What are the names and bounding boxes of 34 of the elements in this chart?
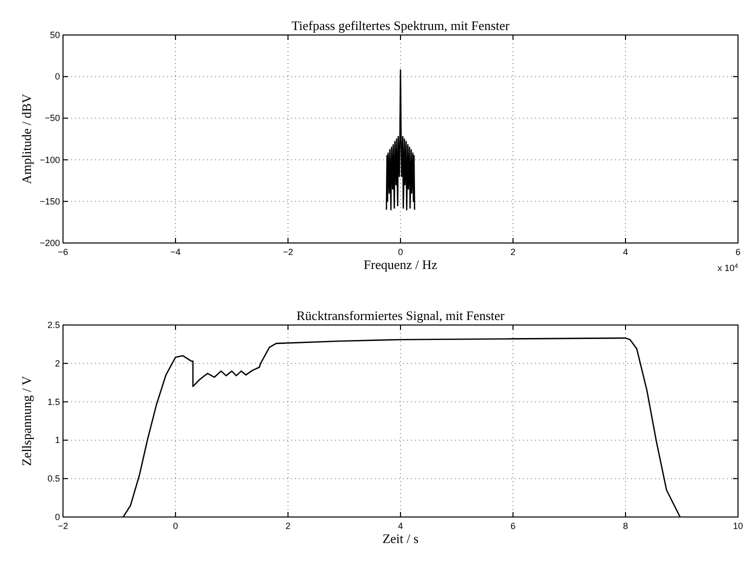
- x-axis-title: Zeit / s: [382, 531, 419, 546]
- y-tick-label: 0: [54, 72, 60, 82]
- y-tick-label: 0: [54, 512, 60, 522]
- x-axis-title: Frequenz / Hz: [364, 257, 438, 272]
- y-tick-label: −150: [40, 196, 60, 206]
- y-tick-label: −200: [40, 238, 60, 248]
- x-tick-label: −2: [58, 521, 68, 531]
- y-tick-label: 2: [54, 358, 60, 368]
- text: x 10$^{4}$: [717, 262, 738, 273]
- y-tick-label: 2.5: [47, 320, 60, 330]
- line-series: [386, 69, 416, 210]
- y-tick-label: 0.5: [47, 474, 60, 484]
- y-tick-label: 50: [50, 30, 60, 40]
- x-tick-label: 2: [285, 521, 291, 531]
- y-axis-title: Amplitude / dBV: [19, 93, 34, 184]
- chart-title: Tiefpass gefiltertes Spektrum, mit Fenster: [292, 18, 510, 33]
- x-tick-label: 0: [398, 247, 404, 257]
- x-tick-label: 2: [510, 247, 516, 257]
- y-tick-label: −100: [40, 154, 60, 165]
- y-axis-title: Zellspannung / V: [19, 375, 34, 466]
- x-tick-label: 4: [398, 521, 404, 531]
- y-tick-label: −50: [44, 113, 60, 124]
- chart-title: Rücktransformiertes Signal, mit Fenster: [296, 308, 506, 323]
- x-tick-label: −2: [282, 247, 294, 257]
- y-tick-label: 1.5: [47, 396, 60, 407]
- x-tick-label: 0: [172, 521, 178, 531]
- x-tick-label: 4: [622, 247, 628, 257]
- y-tick-label: 1: [54, 435, 60, 446]
- x-tick-label: 8: [622, 521, 628, 531]
- x-tick-label: 6: [510, 521, 516, 531]
- x-tick-label: −4: [170, 247, 181, 257]
- x-tick-label: 10: [732, 521, 744, 531]
- x-tick-label: 6: [735, 247, 741, 257]
- x-tick-label: −6: [58, 247, 68, 257]
